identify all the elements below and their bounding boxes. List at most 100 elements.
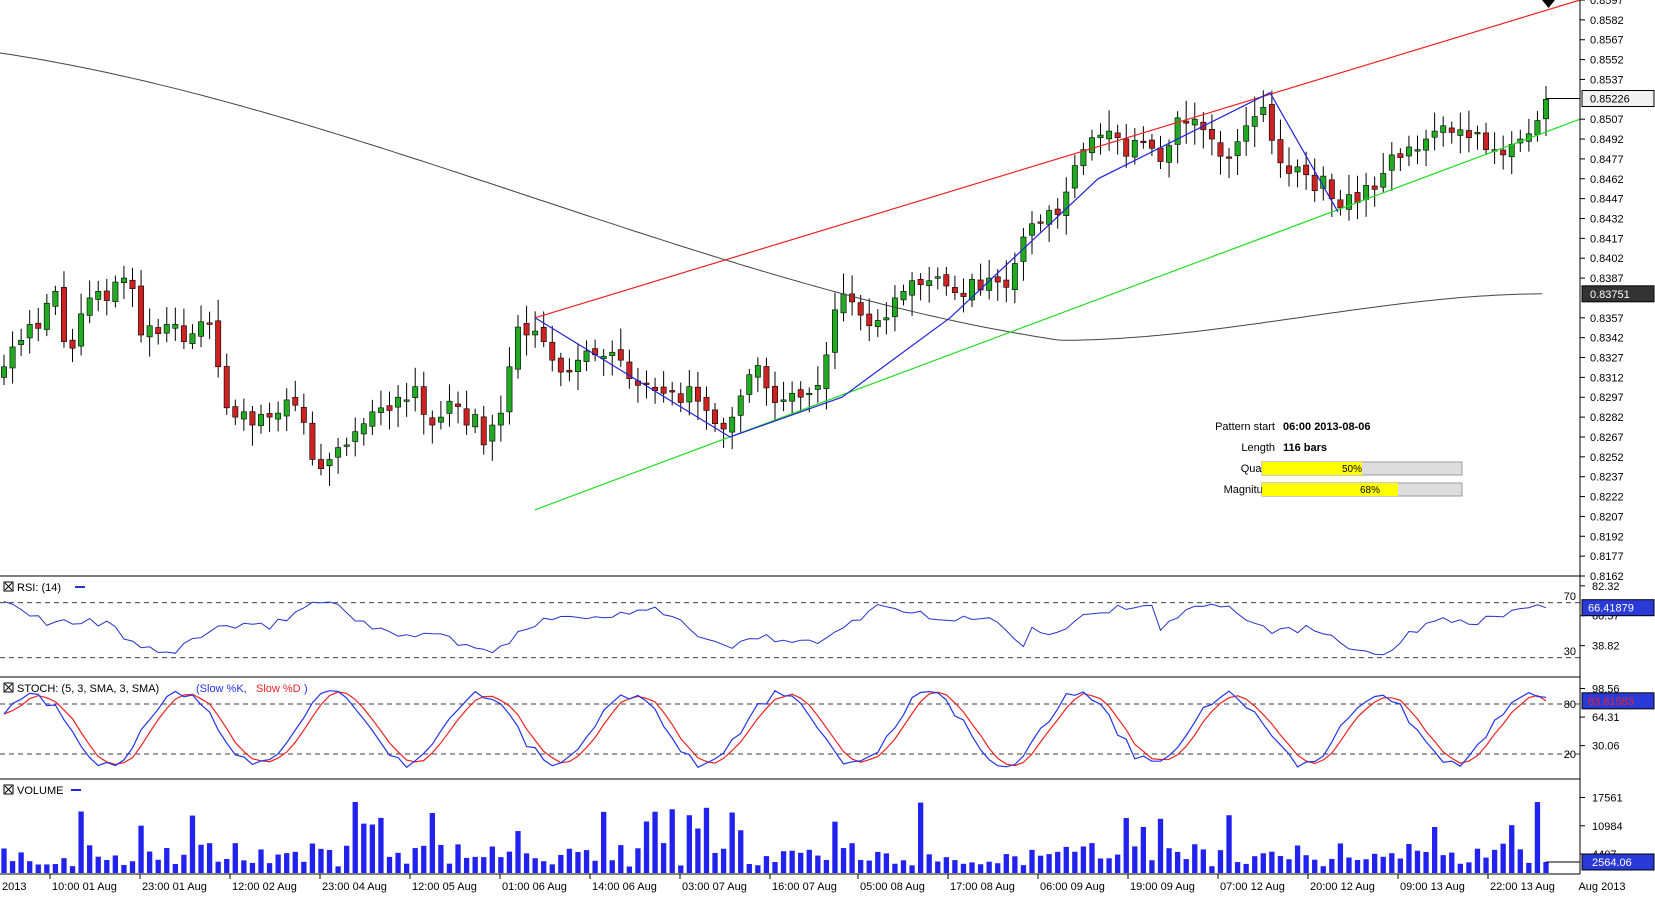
bull-candle: [86, 297, 93, 316]
volume-bar: [952, 860, 958, 873]
bear-candle: [1397, 153, 1404, 158]
bear-candle: [951, 287, 958, 293]
price-tick-label: 0.8387: [1590, 273, 1624, 285]
bull-candle: [575, 359, 581, 372]
price-tick-label: 0.8282: [1590, 412, 1624, 424]
last-price-value: 0.85226: [1590, 94, 1630, 106]
bull-candle: [969, 279, 975, 301]
volume-bar: [1020, 865, 1027, 873]
volume-bar: [1123, 818, 1129, 873]
bull-candle: [832, 309, 838, 353]
volume-bar: [498, 857, 504, 873]
volume-bar: [566, 848, 573, 873]
bull-candle: [609, 351, 616, 356]
volume-bar: [87, 845, 93, 873]
bull-candle: [1346, 194, 1352, 210]
bull-candle: [1380, 173, 1387, 188]
volume-bar: [215, 861, 221, 873]
bull-candle: [335, 447, 342, 458]
stoch-title: STOCH: (5, 3, SMA, 3, SMA): [17, 683, 159, 695]
volume-bar: [652, 811, 658, 873]
bear-candle: [977, 279, 984, 291]
bull-candle: [18, 340, 25, 345]
bull-candle: [1414, 149, 1421, 152]
bull-candle: [283, 399, 290, 417]
bull-candle: [806, 392, 813, 396]
bear-candle: [1037, 221, 1044, 224]
price-tick-label: 0.8582: [1590, 15, 1624, 27]
bull-candle: [1063, 191, 1070, 216]
volume-bar: [1, 848, 7, 873]
volume-bar: [1226, 815, 1232, 873]
volume-bar: [883, 853, 890, 873]
volume-bar: [1200, 849, 1206, 873]
volume-bar: [1003, 854, 1009, 873]
bear-candle: [309, 422, 316, 460]
bear-candle: [61, 287, 67, 342]
bear-candle: [549, 341, 556, 361]
volume-bar: [1286, 859, 1292, 873]
volume-bar: [1183, 859, 1189, 873]
volume-bar: [1483, 857, 1489, 873]
volume-bar: [1012, 856, 1018, 873]
price-tick-label: 0.8312: [1590, 372, 1624, 384]
x-tick-label: 23:00 04 Aug: [322, 881, 387, 893]
volume-bar: [386, 856, 393, 873]
bear-candle: [1465, 130, 1472, 139]
volume-bar: [1192, 844, 1198, 873]
bull-candle: [437, 416, 444, 423]
volume-bar: [1157, 818, 1164, 873]
volume-bar: [181, 854, 187, 873]
x-tick-label: 01:00 06 Aug: [502, 881, 567, 893]
bear-candle: [720, 422, 727, 430]
volume-bar: [301, 861, 307, 873]
price-tick-label: 0.8552: [1590, 55, 1624, 67]
price-tick-label: 0.8447: [1590, 194, 1624, 206]
volume-bar: [361, 823, 367, 873]
bull-candle: [729, 416, 736, 433]
bear-candle: [994, 276, 1001, 283]
volume-bar: [429, 813, 435, 873]
bear-candle: [566, 370, 573, 373]
volume-bar: [1080, 846, 1087, 873]
volume-bar: [189, 815, 196, 873]
bull-candle: [532, 330, 539, 336]
bull-candle: [1, 366, 7, 378]
volume-bar: [104, 860, 110, 873]
volume-bar: [1072, 851, 1078, 873]
bull-candle: [686, 386, 693, 403]
bull-candle: [446, 400, 453, 414]
bear-candle: [1268, 104, 1275, 141]
bear-candle: [857, 302, 864, 316]
volume-bar: [1406, 843, 1412, 873]
volume-bar: [164, 848, 170, 873]
volume-bar: [858, 859, 864, 873]
bull-candle: [258, 414, 264, 426]
bull-candle: [1508, 144, 1515, 158]
volume-bar: [224, 858, 230, 873]
volume-bar: [695, 828, 701, 873]
volume-tick-label: 17561: [1592, 792, 1623, 804]
bear-candle: [703, 396, 710, 411]
volume-bar: [1466, 862, 1472, 873]
bear-candle: [797, 389, 804, 398]
volume-panel: VOLUME: [1, 784, 1580, 873]
volume-bar: [935, 861, 941, 873]
bear-candle: [772, 385, 778, 403]
volume-bar: [635, 848, 641, 873]
x-tick-label: 05:00 08 Aug: [860, 881, 925, 893]
volume-bar: [1029, 849, 1035, 873]
bear-candle: [455, 403, 461, 407]
bull-candle: [412, 386, 419, 398]
volume-bar: [446, 863, 453, 873]
volume-bar: [275, 854, 281, 873]
volume-bar: [52, 864, 59, 873]
bear-candle: [69, 339, 76, 349]
volume-bar: [1252, 856, 1258, 873]
bear-candle: [960, 292, 967, 297]
bear-candle: [215, 320, 222, 368]
price-tick-label: 0.8597: [1590, 0, 1624, 7]
volume-bar: [438, 844, 444, 873]
bear-candle: [626, 361, 633, 380]
